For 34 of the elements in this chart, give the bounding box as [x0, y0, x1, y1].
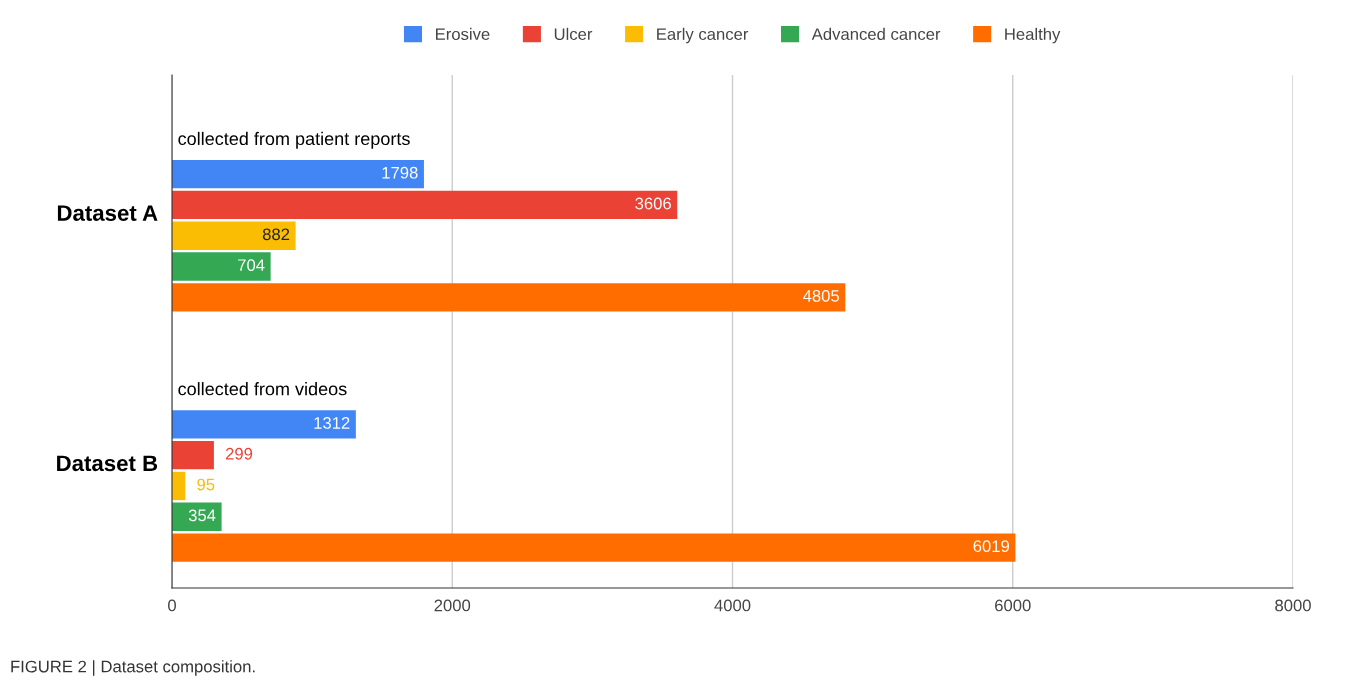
legend-label: Healthy — [1005, 27, 1061, 44]
annotation: collected from videos — [178, 382, 347, 396]
bar — [172, 283, 846, 312]
x-tick-label: 0 — [168, 599, 176, 612]
x-tick-label: 2000 — [434, 599, 471, 612]
data-label: 6019 — [973, 540, 1010, 553]
legend-label: Advanced cancer — [811, 27, 941, 41]
bar — [172, 533, 1016, 562]
bar — [172, 190, 678, 220]
legend-label: Erosive — [436, 27, 490, 41]
data-label: 882 — [262, 228, 290, 241]
data-label: 1798 — [382, 166, 418, 179]
bar — [172, 221, 296, 250]
data-label: 4805 — [803, 290, 839, 302]
legend-label: Ulcer — [554, 27, 593, 41]
data-label: 3606 — [635, 197, 671, 210]
x-tick-label: 4000 — [714, 599, 751, 612]
annotation: collected from patient reports — [178, 131, 410, 149]
data-label: 299 — [225, 447, 253, 460]
x-tick-label: 8000 — [1275, 599, 1311, 612]
data-label: 1312 — [314, 417, 350, 429]
y-tick-label: Dataset B — [57, 455, 158, 472]
text: FIGURE 2 | Dataset composition. — [11, 660, 255, 676]
data-label: 95 — [197, 478, 215, 491]
data-label: 704 — [238, 259, 265, 272]
data-label: 354 — [188, 509, 216, 522]
bar — [172, 159, 424, 189]
bar — [172, 252, 271, 281]
y-tick-label: Dataset A — [57, 205, 158, 221]
bar — [172, 502, 222, 531]
bar — [172, 441, 214, 470]
legend-label: Early cancer — [657, 27, 749, 44]
bar — [172, 410, 356, 439]
x-tick-label: 6000 — [995, 599, 1031, 612]
